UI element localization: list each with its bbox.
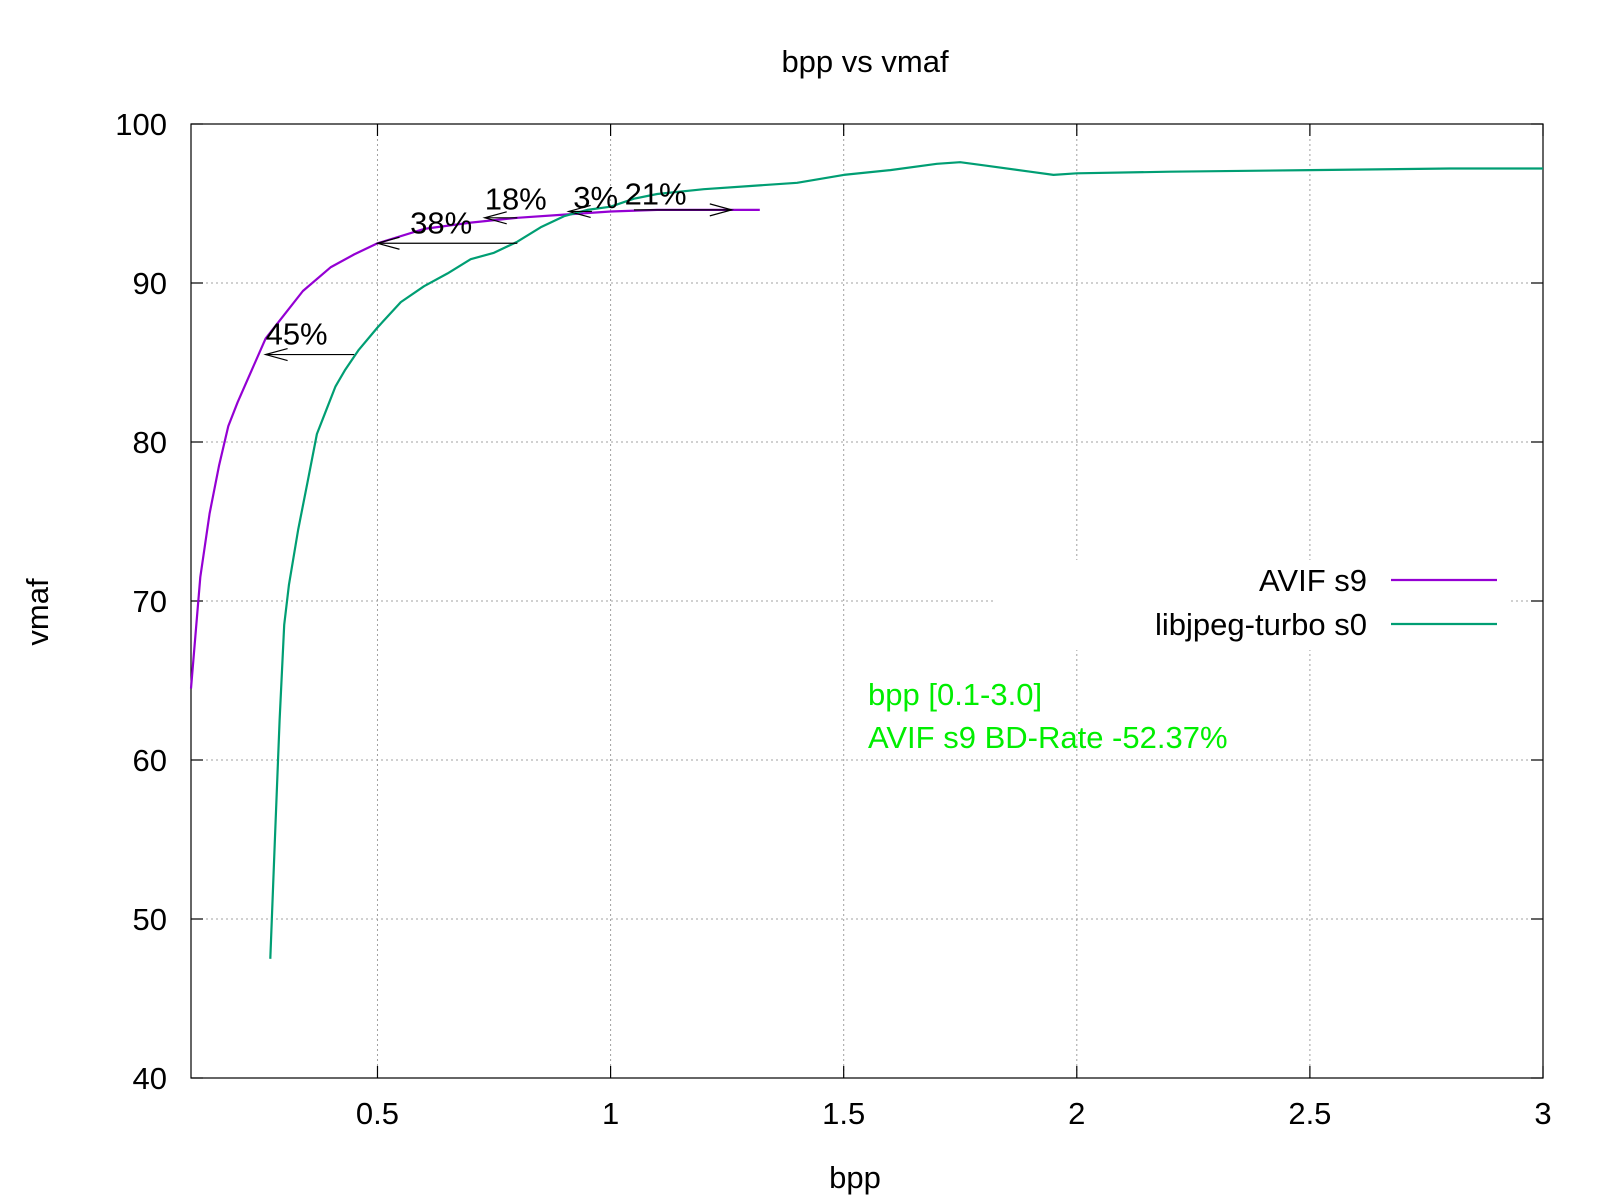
x-tick-label: 0.5 (356, 1096, 399, 1131)
bd-rate-arrowhead (482, 211, 507, 225)
x-tick-label: 2.5 (1288, 1096, 1331, 1131)
x-tick-label: 2 (1068, 1096, 1085, 1131)
bd-rate-label: 21% (625, 177, 687, 212)
bd-rate-label: 3% (573, 180, 618, 215)
y-axis-label: vmaf (20, 578, 55, 646)
legend: AVIF s9 libjpeg-turbo s0 (995, 560, 1510, 650)
chart-title: bpp vs vmaf (781, 44, 949, 79)
x-tick-label: 1.5 (822, 1096, 865, 1131)
bd-rate-note-line: bpp [0.1-3.0] (868, 677, 1042, 712)
bd-rate-note-line: AVIF s9 BD-Rate -52.37% (868, 720, 1228, 755)
legend-label: libjpeg-turbo s0 (1155, 607, 1367, 642)
x-tick-label: 1 (602, 1096, 619, 1131)
bd-rate-arrowhead (566, 204, 591, 219)
bd-rate-label: 18% (485, 181, 547, 216)
axis-ticks: 40 50 60 70 80 90 100 0.5 1 1.5 2 2.5 3 (115, 107, 1551, 1131)
legend-box (995, 560, 1510, 650)
x-tick-label: 3 (1534, 1096, 1551, 1131)
y-tick-label: 90 (133, 266, 167, 301)
bd-rate-arrowhead (263, 347, 288, 362)
y-tick-label: 60 (133, 743, 167, 778)
series-line-0 (189, 208, 760, 689)
y-tick-label: 50 (133, 902, 167, 937)
bd-rate-annotations: 45% 38% 18% 3% 21% (263, 177, 735, 362)
grid-lines (191, 124, 1543, 1078)
y-tick-label: 100 (115, 107, 167, 142)
legend-label: AVIF s9 (1259, 563, 1367, 598)
y-tick-label: 80 (133, 425, 167, 460)
series-lines (189, 161, 1543, 959)
series-line-1 (269, 161, 1543, 959)
bd-rate-label: 45% (266, 317, 328, 352)
x-axis-label: bpp (829, 1160, 881, 1195)
bd-rate-arrowhead (709, 203, 735, 217)
y-tick-label: 70 (133, 584, 167, 619)
bd-rate-note: bpp [0.1-3.0] AVIF s9 BD-Rate -52.37% (868, 677, 1228, 755)
bd-rate-label: 38% (410, 205, 472, 240)
y-tick-label: 40 (133, 1061, 167, 1096)
bd-rate-arrowhead (375, 236, 400, 250)
